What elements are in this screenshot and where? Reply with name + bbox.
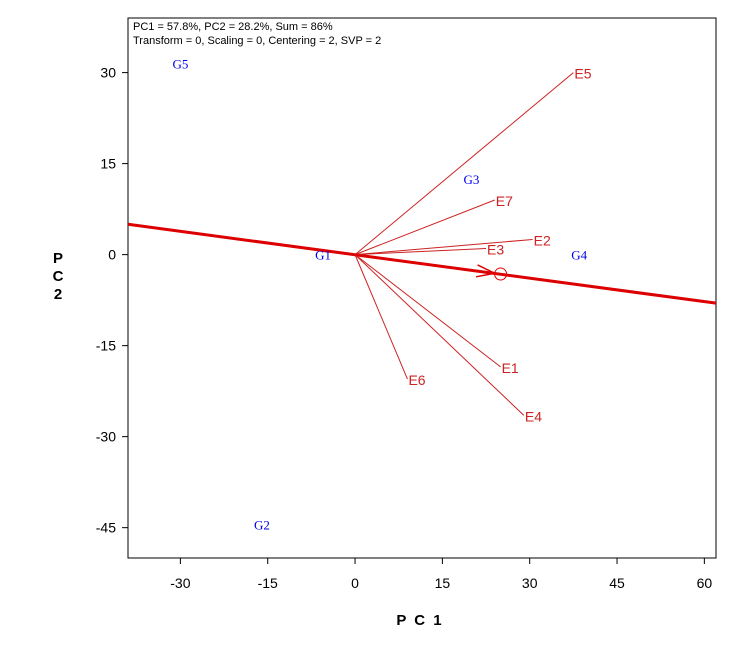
x-tick-label: -15 [258,575,278,591]
environment-label: E5 [574,66,591,82]
x-axis-ticks: -30 -15 0 15 30 45 60 [170,558,712,591]
x-tick-label: 60 [697,575,713,591]
x-tick-label: 0 [351,575,359,591]
environment-vector [354,254,408,380]
y-tick-label: -15 [96,338,116,354]
variance-summary: PC1 = 57.8%, PC2 = 28.2%, Sum = 86% [133,21,333,33]
x-axis-title: P C 1 [396,612,444,629]
environment-label: E4 [525,408,542,424]
environment-vector [354,254,525,416]
genotype-labels: G1 G2 G3 G4 G5 [172,57,587,533]
average-environment-circle [494,267,508,281]
environment-vector [355,248,487,256]
x-tick-label: -30 [170,575,190,591]
y-tick-label: -45 [96,520,116,536]
genotype-label: G3 [464,172,480,187]
genotype-label: G2 [254,518,270,533]
environment-labels: E1 E2 E3 E4 E5 E6 E7 [408,66,591,425]
y-axis-ticks: 30 15 0 -15 -30 -45 [96,65,128,536]
environment-vector [354,199,495,256]
x-tick-label: 15 [435,575,451,591]
environment-vector [354,254,501,368]
environment-vector [354,72,574,256]
environment-vector [355,238,533,256]
y-axis-title-char: C [52,268,64,285]
transform-settings: Transform = 0, Scaling = 0, Centering = … [133,35,382,47]
plot-area-frame [127,17,717,559]
x-tick-label: 30 [522,575,538,591]
y-tick-label: -30 [96,429,116,445]
genotype-label: G5 [172,57,188,72]
y-axis-title-char: 2 [53,286,63,303]
environment-label: E3 [487,242,504,258]
y-tick-label: 30 [100,65,116,81]
environment-label: E7 [496,193,513,209]
genotype-label: G1 [315,248,331,263]
environment-label: E2 [534,232,551,248]
average-environment-marker [354,253,508,281]
x-tick-label: 45 [609,575,625,591]
y-tick-label: 0 [108,247,116,263]
environment-label: E6 [408,372,425,388]
y-axis-title-char: P [52,250,63,267]
environment-label: E1 [502,360,519,376]
environment-vectors [354,72,574,416]
genotype-label: G4 [571,248,587,263]
average-environment-arrow-shaft [354,253,495,275]
y-tick-label: 15 [100,156,116,172]
